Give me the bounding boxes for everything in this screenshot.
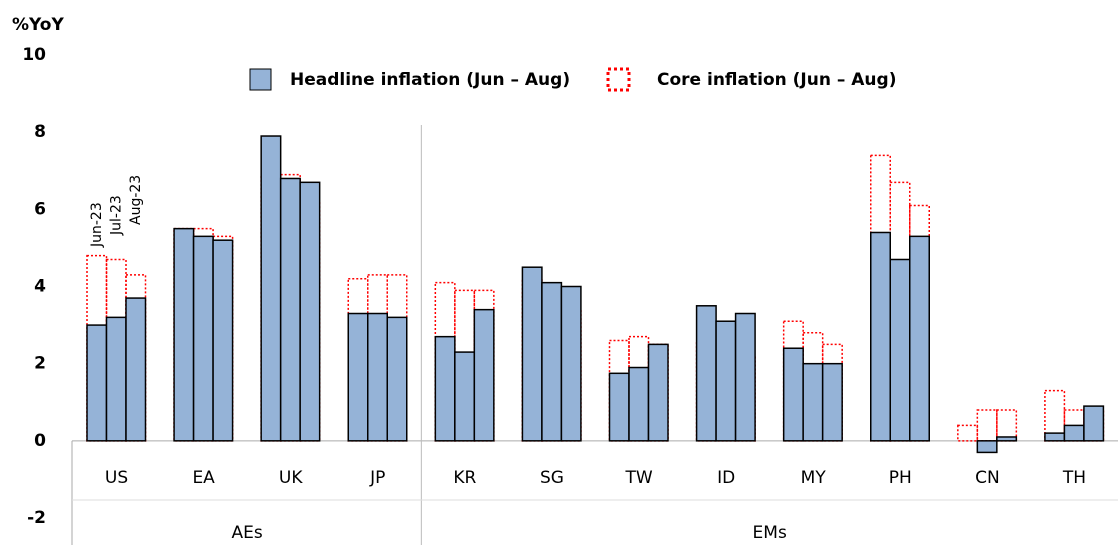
headline-bar	[715, 320, 737, 442]
headline-bar	[347, 312, 369, 442]
bar-annotation: Jun-23	[89, 202, 105, 248]
headline-bar	[628, 366, 650, 442]
headline-bar	[125, 297, 147, 442]
headline-bar	[695, 305, 717, 442]
x-tick-label: ID	[717, 468, 735, 488]
headline-bar	[1083, 405, 1105, 442]
headline-bar	[192, 235, 214, 442]
core-bar	[870, 154, 891, 442]
headline-bar	[541, 281, 563, 442]
x-tick-label: EA	[192, 468, 215, 488]
y-tick-label: 6	[34, 199, 46, 219]
headline-bar	[279, 177, 301, 442]
y-tick-label: 8	[34, 122, 46, 142]
headline-bar	[434, 335, 456, 442]
headline-bar	[173, 227, 195, 442]
y-axis-label: %YoY	[12, 15, 64, 35]
headline-bar	[260, 135, 282, 442]
legend-label: Core inflation (Jun – Aug)	[657, 70, 896, 90]
core-bar	[105, 258, 127, 442]
core-bar	[996, 409, 1018, 442]
core-bar	[125, 274, 147, 442]
x-tick-label: SG	[540, 468, 564, 488]
headline-bar	[734, 312, 756, 442]
headline-bar	[802, 362, 824, 442]
headline-bar	[976, 440, 998, 454]
headline-bar	[1044, 432, 1066, 442]
x-tick-label: PH	[889, 468, 912, 488]
group-label: AEs	[232, 523, 263, 543]
headline-bar	[608, 372, 630, 442]
headline-bar	[870, 231, 891, 442]
headline-bar	[212, 239, 234, 442]
headline-bar	[647, 343, 669, 442]
headline-bar	[105, 316, 127, 442]
x-tick-label: UK	[279, 468, 303, 488]
headline-bar	[996, 436, 1018, 442]
headline-bar	[1063, 424, 1085, 442]
headline-bar	[560, 285, 582, 442]
legend-swatch	[606, 67, 631, 92]
x-tick-label: US	[105, 468, 128, 488]
core-bar	[976, 409, 998, 442]
core-bar	[386, 274, 408, 442]
core-bar	[1044, 389, 1066, 442]
headline-bar	[473, 308, 495, 442]
y-tick-label: 4	[34, 277, 46, 297]
core-bar	[367, 274, 388, 442]
x-tick-label: JP	[369, 468, 385, 488]
headline-bar	[521, 266, 543, 442]
y-tick-label: 0	[34, 431, 46, 451]
headline-bar	[909, 235, 930, 442]
core-bar	[957, 424, 979, 442]
bar-annotation: Jul-23	[108, 195, 124, 236]
headline-bar	[889, 258, 911, 442]
x-tick-label: TH	[1062, 468, 1086, 488]
headline-bar	[782, 347, 804, 442]
x-tick-label: TW	[624, 468, 652, 488]
y-tick-label: 10	[22, 45, 46, 65]
headline-bar	[454, 351, 476, 442]
group-label: EMs	[753, 523, 787, 543]
headline-bar	[367, 312, 388, 442]
x-tick-label: KR	[453, 468, 476, 488]
headline-bar	[299, 181, 321, 442]
y-tick-label: 2	[34, 354, 46, 374]
headline-bar	[386, 316, 408, 442]
x-tick-label: MY	[801, 468, 827, 488]
bar-annotation: Aug-23	[128, 175, 144, 225]
headline-bar	[821, 362, 843, 442]
legend-label: Headline inflation (Jun – Aug)	[290, 70, 570, 90]
legend-swatch	[249, 68, 272, 91]
y-tick-label: -2	[27, 508, 46, 528]
headline-bar	[86, 324, 108, 442]
x-tick-label: CN	[975, 468, 1000, 488]
